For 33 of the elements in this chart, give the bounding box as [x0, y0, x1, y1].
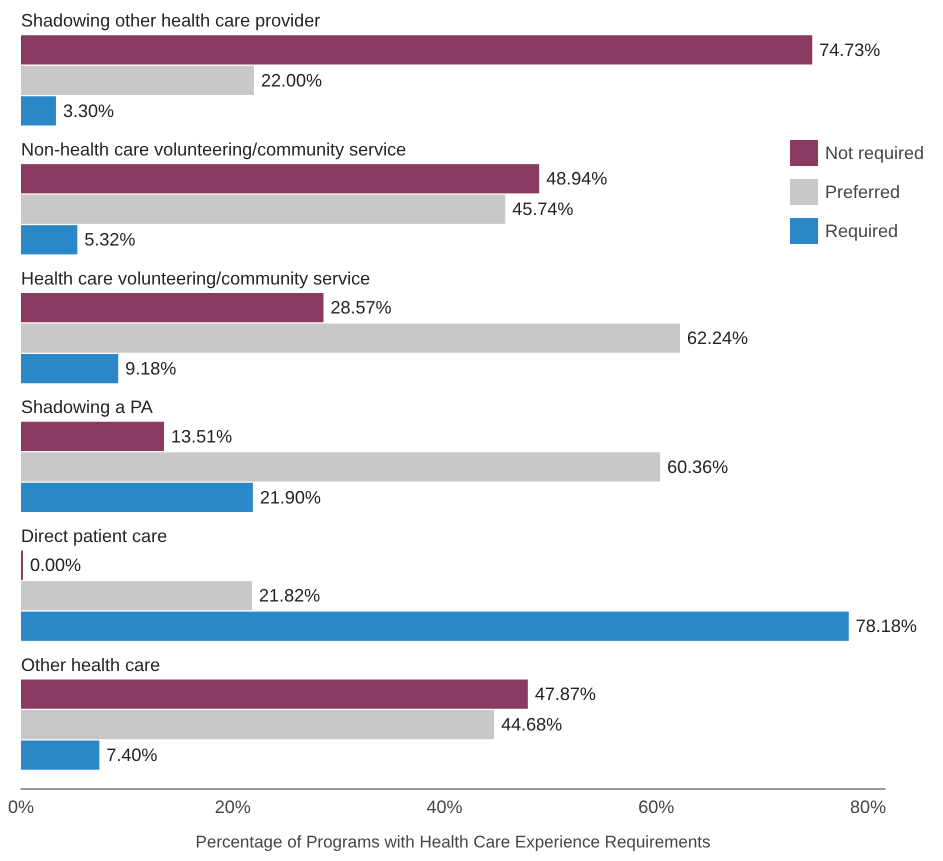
data-label: 45.74%: [512, 199, 574, 220]
data-label: 60.36%: [667, 456, 728, 477]
y-tick-label: Health care volunteering/community service: [21, 268, 370, 288]
x-tick-label: 40%: [426, 796, 463, 817]
data-label: 22.00%: [260, 70, 322, 90]
y-tick-label: Shadowing other health care provider: [21, 10, 320, 31]
x-tick-label: 80%: [850, 796, 886, 817]
data-label: 7.40%: [106, 745, 158, 766]
x-tick-label: 60%: [638, 796, 674, 817]
data-label: 0.00%: [30, 555, 82, 576]
data-label: 78.18%: [856, 616, 917, 636]
data-label: 21.90%: [260, 487, 321, 508]
data-label: 13.51%: [171, 426, 232, 446]
data-label: 44.68%: [501, 714, 562, 735]
data-label: 28.57%: [330, 298, 392, 318]
x-tick-label: 20%: [214, 796, 251, 817]
y-tick-label: Non-health care volunteering/community service: [21, 139, 406, 160]
data-label: 21.82%: [259, 586, 320, 606]
legend-label: Not required: [825, 142, 924, 163]
x-tick-label: 0%: [8, 796, 34, 817]
legend-label: Required: [825, 220, 898, 241]
data-label: 47.87%: [534, 684, 596, 704]
data-label: 74.73%: [819, 40, 880, 60]
x-axis-title: Percentage of Programs with Health Care Experience Requirements: [196, 832, 710, 852]
data-label: 5.32%: [84, 230, 136, 250]
data-label: 9.18%: [125, 358, 176, 379]
y-tick-label: Other health care: [21, 654, 160, 675]
data-label: 62.24%: [687, 328, 748, 348]
data-label: 48.94%: [546, 168, 608, 189]
data-label: 3.30%: [62, 100, 114, 121]
legend-label: Preferred: [825, 182, 900, 202]
y-tick-label: Direct patient care: [21, 526, 168, 546]
y-tick-label: Shadowing a PA: [21, 397, 153, 418]
